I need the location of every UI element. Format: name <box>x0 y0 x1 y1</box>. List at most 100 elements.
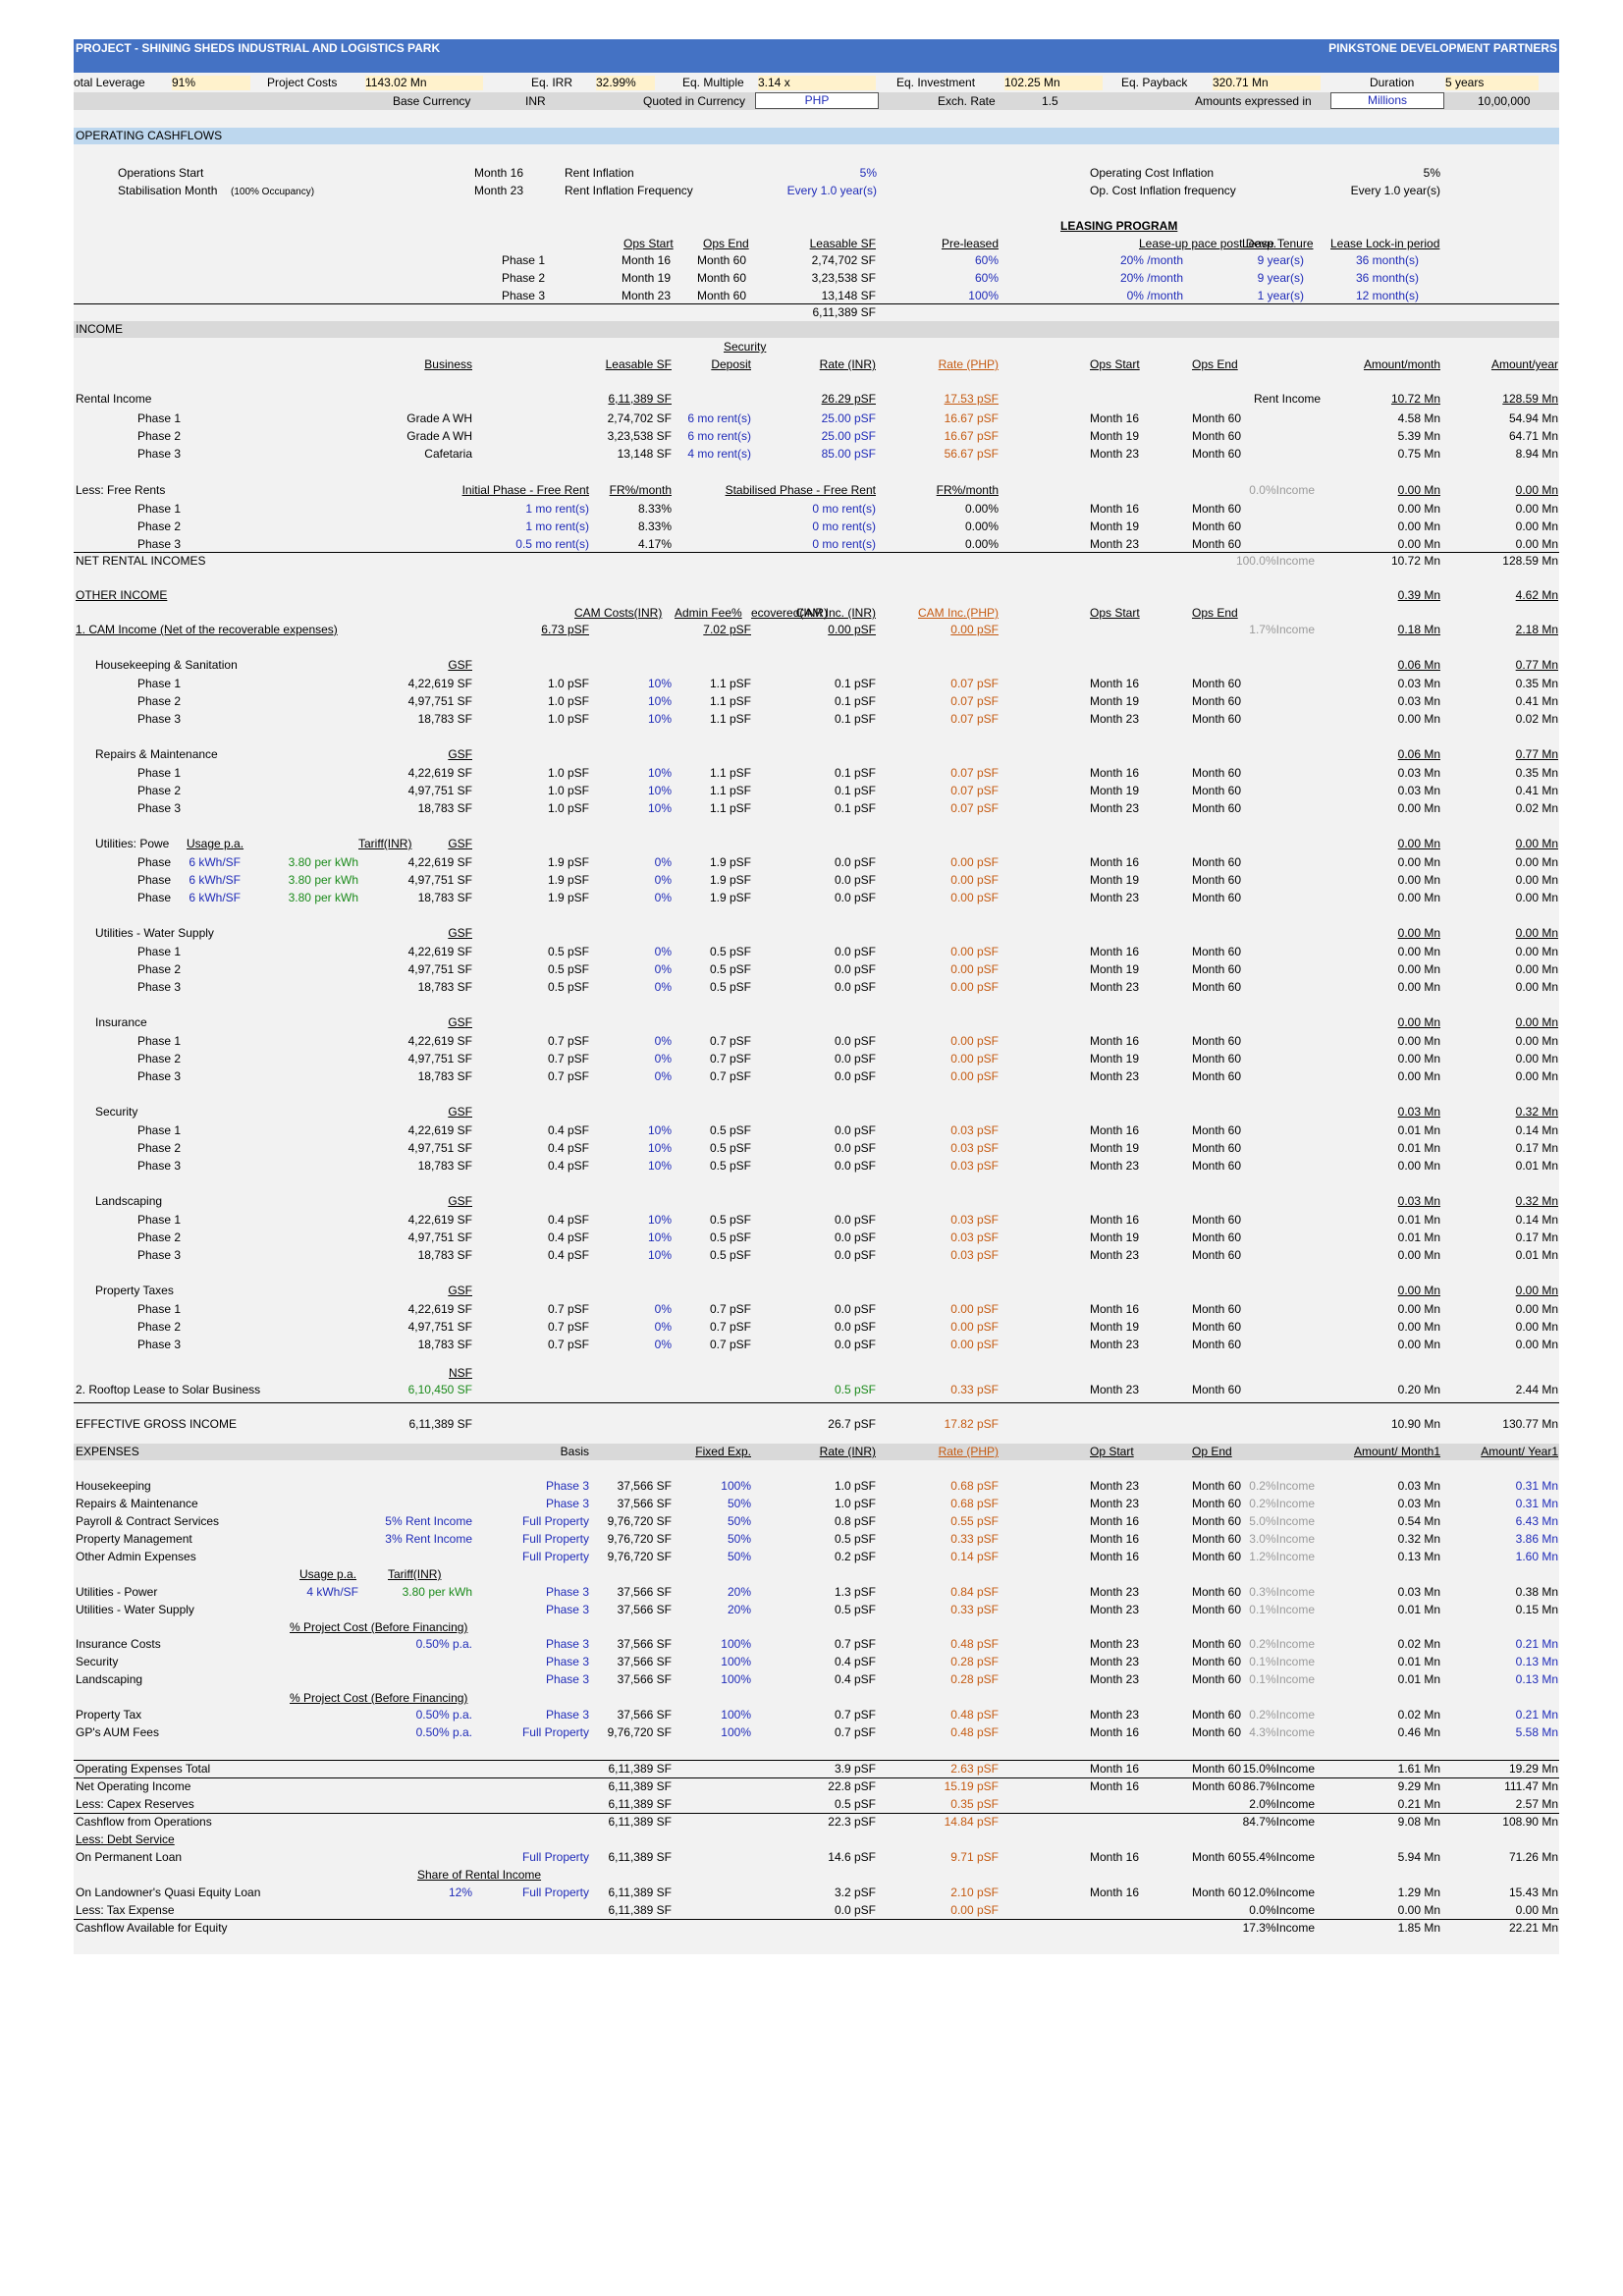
cam-admin-fee[interactable]: 10% <box>647 677 672 690</box>
cam-admin-fee[interactable]: 0% <box>654 980 672 994</box>
exp-lead[interactable]: 0.50% p.a. <box>415 1708 472 1722</box>
project-costs-value[interactable]: 1143.02 Mn <box>365 76 483 90</box>
cam-admin-fee[interactable]: 10% <box>647 1123 672 1137</box>
cam-admin-fee[interactable]: 10% <box>647 1213 672 1227</box>
exp-fixed[interactable]: 50% <box>727 1514 751 1528</box>
exp-fixed[interactable]: 50% <box>727 1532 751 1546</box>
free-initial[interactable]: 1 mo rent(s) <box>525 519 589 533</box>
exp-basis[interactable]: Phase 3 <box>545 1603 589 1616</box>
eq-investment-value[interactable]: 102.25 Mn <box>1004 76 1103 90</box>
cam-admin-fee[interactable]: 0% <box>654 891 672 904</box>
free-initial[interactable]: 0.5 mo rent(s) <box>515 537 589 551</box>
exp-fixed[interactable]: 100% <box>721 1655 751 1668</box>
cam-admin-fee[interactable]: 0% <box>654 962 672 976</box>
rental-rate-inr[interactable]: 25.00 pSF <box>821 429 876 443</box>
exp-basis[interactable]: Phase 3 <box>545 1479 589 1493</box>
exp-fixed[interactable]: 100% <box>721 1672 751 1686</box>
cam-admin-fee[interactable]: 0% <box>654 1320 672 1334</box>
egi-label: EFFECTIVE GROSS INCOME <box>76 1417 238 1431</box>
leasing-pace[interactable]: 0% /month <box>1126 289 1183 302</box>
leasing-lockin[interactable]: 36 month(s) <box>1355 271 1419 285</box>
exp-fixed[interactable]: 50% <box>727 1550 751 1563</box>
exp-lead[interactable]: 0.50% p.a. <box>415 1725 472 1739</box>
exp-lead[interactable]: 3% Rent Income <box>385 1532 472 1546</box>
exp-fixed[interactable]: 20% <box>727 1603 751 1616</box>
exp-basis[interactable]: Full Property <box>521 1550 589 1563</box>
cam-usage[interactable]: 6 kWh/SF <box>189 855 241 869</box>
cam-admin-fee[interactable]: 10% <box>647 766 672 780</box>
cam-admin-fee[interactable]: 10% <box>647 1141 672 1155</box>
leasing-lockin[interactable]: 36 month(s) <box>1355 253 1419 267</box>
exp-fixed[interactable]: 50% <box>727 1497 751 1510</box>
leasing-preleased[interactable]: 60% <box>974 253 999 267</box>
cam-admin-fee[interactable]: 0% <box>654 945 672 958</box>
eq-payback-value[interactable]: 320.71 Mn <box>1213 76 1321 90</box>
leasing-tenure[interactable]: 9 year(s) <box>1257 271 1304 285</box>
cam-cost-psf: 1.0 pSF <box>547 712 589 726</box>
cam-admin-fee[interactable]: 0% <box>654 1302 672 1316</box>
eq-irr-value[interactable]: 32.99% <box>596 76 655 90</box>
exp-fixed[interactable]: 100% <box>721 1479 751 1493</box>
cam-ops-start: Month 16 <box>1090 1213 1140 1227</box>
leasing-pace[interactable]: 20% /month <box>1119 271 1183 285</box>
free-stabilised[interactable]: 0 mo rent(s) <box>812 502 876 516</box>
exp-fixed[interactable]: 100% <box>721 1637 751 1651</box>
rent-freq-value[interactable]: Every 1.0 year(s) <box>786 184 877 197</box>
exp-basis[interactable]: Full Property <box>521 1514 589 1528</box>
rental-deposit[interactable]: 6 mo rent(s) <box>687 429 751 443</box>
free-stabilised[interactable]: 0 mo rent(s) <box>812 519 876 533</box>
cam-admin-fee[interactable]: 0% <box>654 873 672 887</box>
rental-deposit[interactable]: 4 mo rent(s) <box>687 447 751 461</box>
cam-admin-fee[interactable]: 10% <box>647 712 672 726</box>
rent-inflation-value[interactable]: 5% <box>859 166 877 180</box>
perm-basis[interactable]: Full Property <box>521 1850 589 1864</box>
cam-admin-fee[interactable]: 10% <box>647 801 672 815</box>
quasi-share[interactable]: 12% <box>448 1886 472 1899</box>
exp-basis[interactable]: Phase 3 <box>545 1655 589 1668</box>
exp-basis[interactable]: Full Property <box>521 1532 589 1546</box>
leasing-preleased[interactable]: 100% <box>968 289 999 302</box>
rental-rate-inr[interactable]: 25.00 pSF <box>821 411 876 425</box>
cam-admin-fee[interactable]: 10% <box>647 1159 672 1173</box>
rental-rate-inr[interactable]: 85.00 pSF <box>821 447 876 461</box>
exp-lead[interactable]: 0.50% p.a. <box>415 1637 472 1651</box>
cam-usage[interactable]: 6 kWh/SF <box>189 891 241 904</box>
units-select[interactable]: Millions <box>1330 92 1444 109</box>
leasing-tenure[interactable]: 1 year(s) <box>1257 289 1304 302</box>
cam-admin-fee[interactable]: 10% <box>647 694 672 708</box>
eq-multiple-value[interactable]: 3.14 x <box>758 76 876 90</box>
cam-admin-fee[interactable]: 0% <box>654 1338 672 1351</box>
cam-admin-fee[interactable]: 10% <box>647 1248 672 1262</box>
exp-basis[interactable]: Phase 3 <box>545 1585 589 1599</box>
total-leverage-value[interactable]: 91% <box>172 76 250 90</box>
cam-usage[interactable]: 6 kWh/SF <box>189 873 241 887</box>
cam-admin-fee[interactable]: 0% <box>654 1052 672 1066</box>
free-initial[interactable]: 1 mo rent(s) <box>525 502 589 516</box>
cam-admin-fee[interactable]: 10% <box>647 1230 672 1244</box>
exp-fixed[interactable]: 20% <box>727 1585 751 1599</box>
exp-usage[interactable]: 4 kWh/SF <box>306 1585 358 1599</box>
exp-basis[interactable]: Full Property <box>521 1725 589 1739</box>
exch-rate-value[interactable]: 1.5 <box>1042 94 1058 108</box>
rental-deposit[interactable]: 6 mo rent(s) <box>687 411 751 425</box>
quoted-currency-select[interactable]: PHP <box>755 92 879 109</box>
cam-admin-fee[interactable]: 0% <box>654 855 672 869</box>
leasing-pace[interactable]: 20% /month <box>1119 253 1183 267</box>
duration-value[interactable]: 5 years <box>1445 76 1539 90</box>
exp-fixed[interactable]: 100% <box>721 1708 751 1722</box>
cam-admin-fee[interactable]: 0% <box>654 1034 672 1048</box>
cam-admin-fee[interactable]: 10% <box>647 784 672 797</box>
exp-basis[interactable]: Phase 3 <box>545 1708 589 1722</box>
exp-basis[interactable]: Phase 3 <box>545 1637 589 1651</box>
quasi-basis[interactable]: Full Property <box>521 1886 589 1899</box>
exp-lead[interactable]: 5% Rent Income <box>385 1514 472 1528</box>
leasing-lockin[interactable]: 12 month(s) <box>1355 289 1419 302</box>
cam-admin-fee[interactable]: 0% <box>654 1069 672 1083</box>
exp-basis[interactable]: Phase 3 <box>545 1672 589 1686</box>
leasing-tenure[interactable]: 9 year(s) <box>1257 253 1304 267</box>
free-stabilised[interactable]: 0 mo rent(s) <box>812 537 876 551</box>
exp-fixed[interactable]: 100% <box>721 1725 751 1739</box>
leasing-preleased[interactable]: 60% <box>974 271 999 285</box>
exp-basis[interactable]: Phase 3 <box>545 1497 589 1510</box>
net-rental-year: 128.59 Mn <box>1502 554 1558 568</box>
